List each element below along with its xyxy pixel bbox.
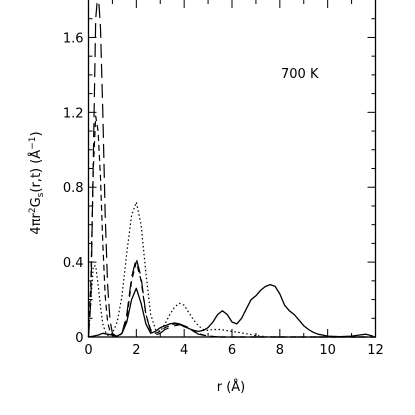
series-layer: [87, 0, 376, 338]
y-tick-label: 0.8: [63, 181, 84, 196]
y-tick-label: 0: [75, 331, 83, 346]
x-tick-label: 6: [228, 343, 236, 358]
x-tick-label: 8: [276, 343, 284, 358]
y-axis-title-part: ): [29, 131, 44, 136]
x-tick-label: 4: [180, 343, 188, 358]
y-axis-title-sup: 2: [28, 207, 38, 213]
x-axis-title: r (Å): [217, 379, 246, 395]
series-line-solid: [88, 283, 374, 338]
y-axis-title-sub: s: [36, 192, 46, 197]
tick-layer: 0 2 4 6 8 10 12 0 0.4 0.8 1.2 1.6: [63, 0, 384, 358]
y-axis-title-part: 4πr: [29, 212, 44, 234]
series-line-short-dash: [87, 115, 376, 338]
x-tick-label: 12: [367, 343, 384, 358]
y-tick-label: 1.6: [63, 31, 84, 46]
plot-frame: [87, 0, 377, 338]
x-tick-label: 2: [132, 343, 140, 358]
x-tick-label: 0: [84, 343, 92, 358]
x-tick-label: 10: [319, 343, 336, 358]
y-axis-title-part: (r,t) (Å: [28, 150, 44, 193]
y-tick-label: 0.4: [63, 256, 84, 271]
series-line-dotted: [87, 201, 376, 338]
series-line-long-dash: [87, 0, 376, 338]
y-axis-title-sup: −1: [28, 137, 38, 150]
y-axis-title: 4πr2Gs(r,t) (Å−1): [28, 131, 46, 234]
y-tick-label: 1.2: [63, 106, 84, 121]
temperature-annotation: 700 K: [281, 67, 319, 82]
y-axis-title-part: G: [29, 197, 44, 207]
